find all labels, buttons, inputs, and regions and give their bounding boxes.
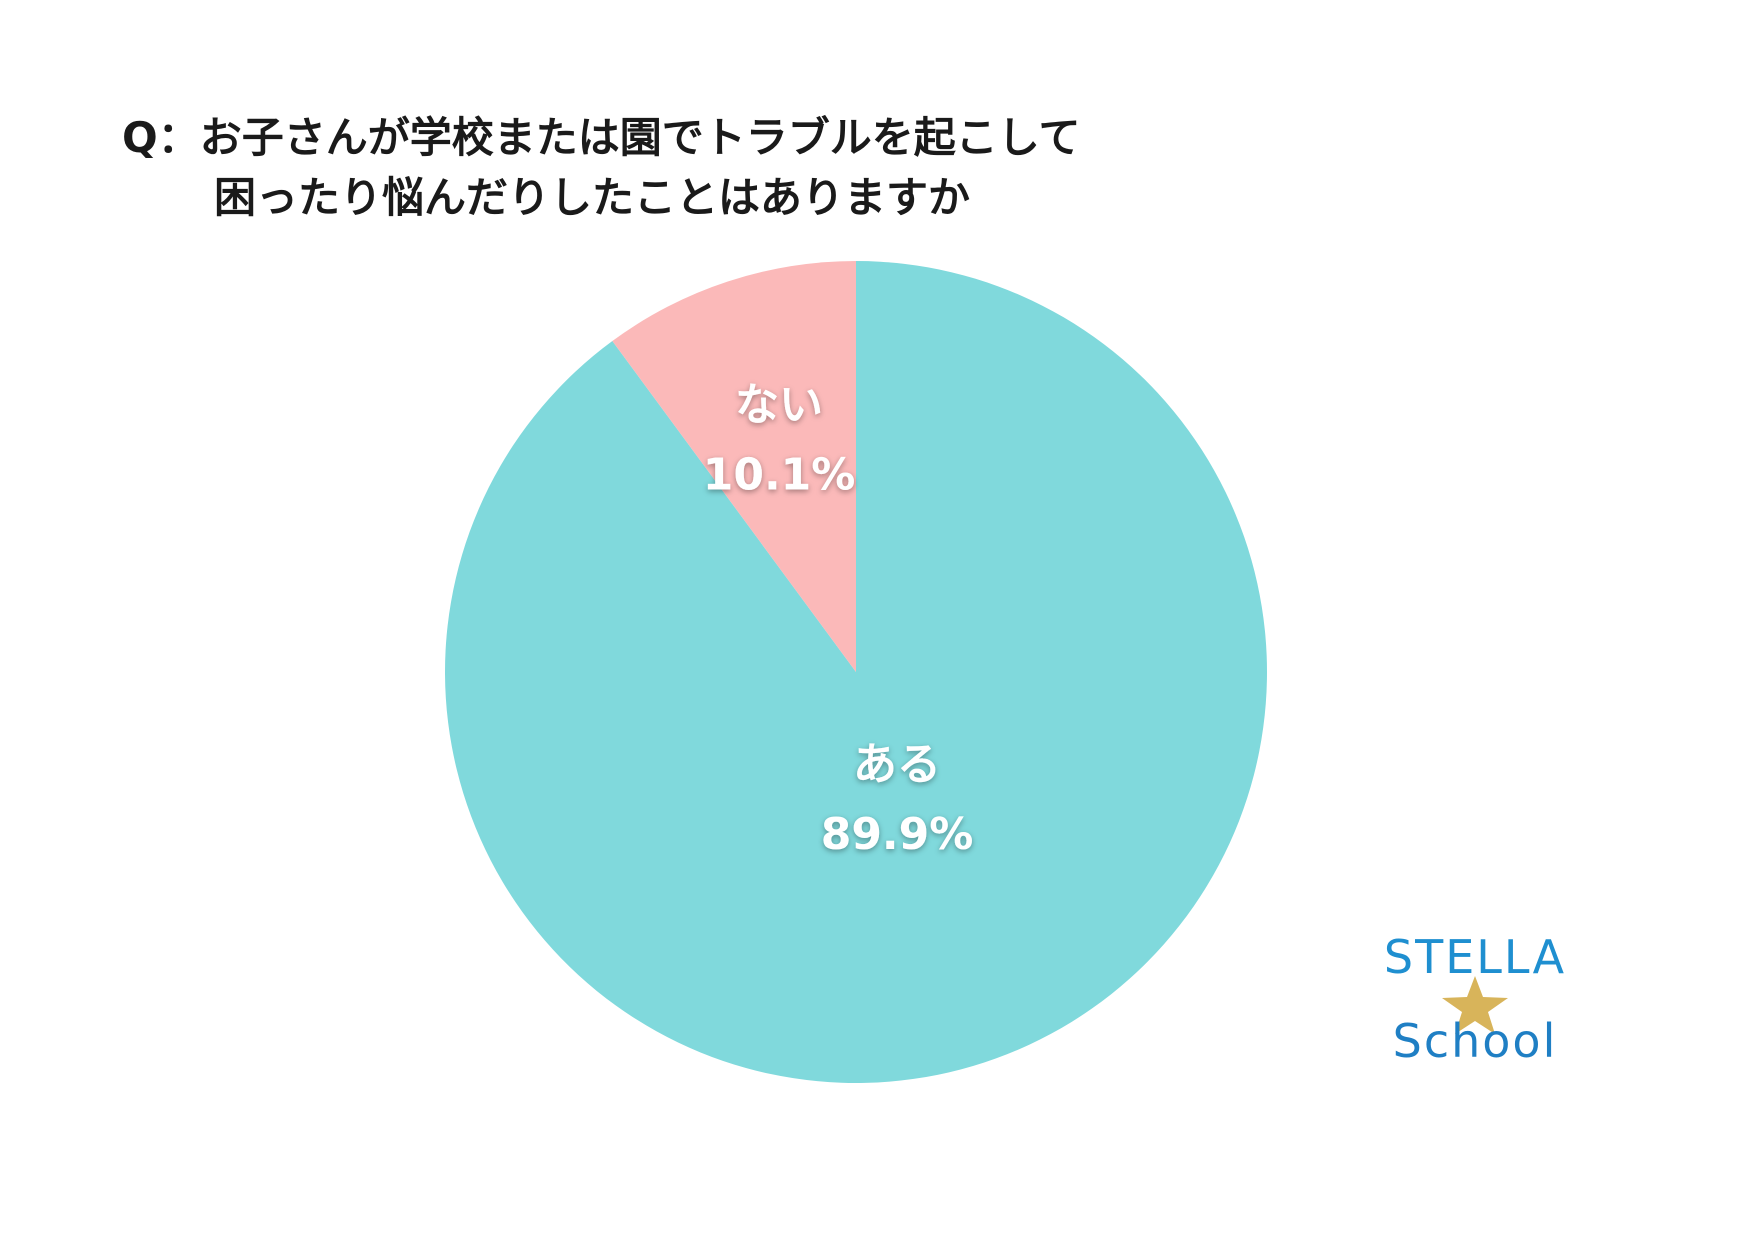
stella-school-logo: STELLA School (1370, 930, 1580, 1080)
pie-slice-1 (612, 261, 856, 672)
slice-value-label-0: 89.9% (821, 809, 974, 860)
chart-title: Q：お子さんが学校または園でトラブルを起こして 困ったり悩んだりしたことはありま… (122, 108, 1080, 228)
slice-label-1: ない (735, 380, 823, 431)
pie-slice-0 (445, 261, 1268, 1083)
logo-word-stella: STELLA (1383, 930, 1567, 984)
chart-title-line-2: 困ったり悩んだりしたことはありますか (214, 173, 971, 222)
star-icon (1442, 976, 1508, 1034)
slice-value-label-1: 10.1% (703, 450, 856, 501)
chart-title-line-1: Q：お子さんが学校または園でトラブルを起こして (122, 113, 1081, 162)
slice-label-0: ある (853, 739, 941, 790)
logo-word-school: School (1392, 1014, 1558, 1068)
